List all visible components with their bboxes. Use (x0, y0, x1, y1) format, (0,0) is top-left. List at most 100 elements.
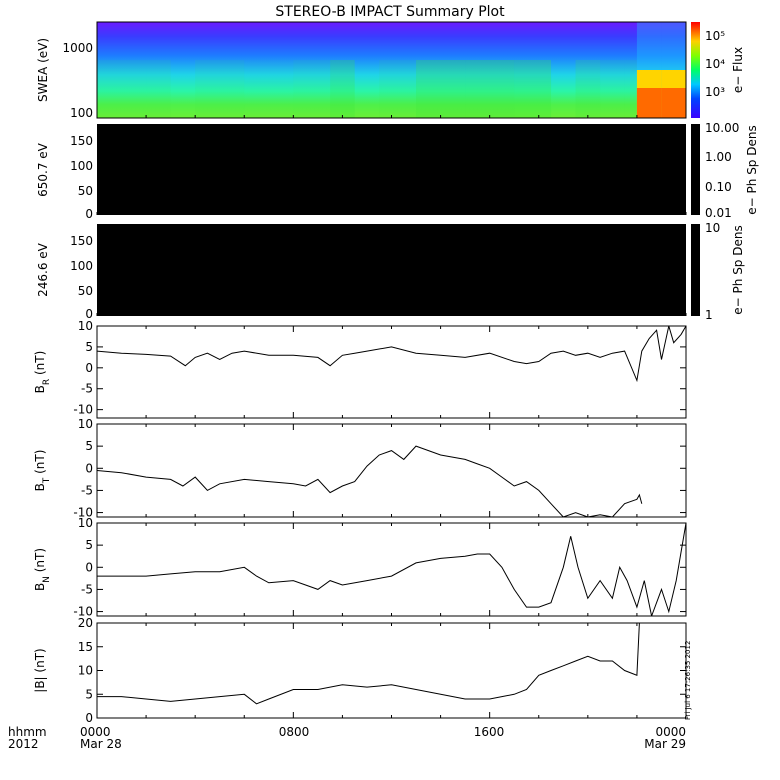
swea-spectrogram-image (97, 22, 686, 118)
line-panel-3-ytick-label-0: 20 (78, 616, 93, 630)
line-panel-3-ytick-label-4: 0 (85, 711, 93, 725)
panel-246eV-y-label: 246.6 eV (36, 242, 50, 297)
line-panel-0-ytick-label-0: 10 (78, 319, 93, 333)
line-panel-1-ytick-label-0: 10 (78, 417, 93, 431)
line-panel-1-series (97, 445, 643, 517)
line-panel-3-frame (96, 622, 687, 719)
line-panel-3-ytick-label-3: 5 (85, 687, 93, 701)
swea-band-7 (355, 60, 380, 118)
line-panel-2-y-label: BN (nT) (33, 548, 52, 591)
swea-band-core-17 (661, 88, 686, 118)
swea-band-14 (600, 60, 625, 118)
panel-650eV-ytick-50: 50 (78, 184, 93, 198)
line-panel-0-ytick-label-1: 5 (85, 340, 93, 354)
panel-swea-spectrogram: SWEA (eV) 1000 100 10⁵ 10⁴ 10³ e− Flux (36, 21, 745, 120)
time-tick-1-hhmm: 0800 (279, 725, 310, 739)
time-tick-3-hhmm: 0000 (655, 725, 686, 739)
flux-colorbar-label: e− Flux (731, 47, 745, 93)
line-panel-3-ytick-label-2: 10 (78, 664, 93, 678)
line-panel-2-series (97, 523, 686, 616)
panel-246eV-ytick-150: 150 (70, 234, 93, 248)
flux-colorbar-tick-1e4: 10⁴ (705, 57, 725, 71)
swea-band-5 (293, 60, 331, 118)
line-panel-1-ytick-label-1: 5 (85, 439, 93, 453)
swea-band-6 (330, 60, 355, 118)
line-panel-0-ytick-label-2: 0 (85, 361, 93, 375)
line-panel-3-y-label: |B| (nT) (33, 648, 47, 692)
line-panel-3-series (97, 623, 640, 705)
swea-band-9 (416, 60, 466, 118)
line-panel-0-ytick-label-4: -10 (73, 403, 93, 417)
swea-band-3 (195, 60, 245, 118)
panel-650eV-ytick-100: 100 (70, 159, 93, 173)
swea-band-core-16 (636, 88, 662, 118)
line-panel-2-ytick-label-0: 10 (78, 516, 93, 530)
line-panel-2-ytick-label-4: -10 (73, 605, 93, 619)
flux-colorbar-tick-1e3: 10³ (705, 85, 725, 99)
line-panel-2-frame (96, 522, 687, 617)
line-panel-0-frame (96, 325, 687, 419)
panel-650eV-ytick-0: 0 (85, 207, 93, 221)
line-panel-1-ytick-label-4: -10 (73, 506, 93, 520)
dens-colorbar-1-tick-1: 1.00 (705, 150, 732, 164)
swea-band-12 (551, 60, 576, 118)
dens-colorbar-1-tick-0.01: 0.01 (705, 206, 732, 220)
panel-650eV-y-label: 650.7 eV (36, 142, 50, 197)
line-panel-1-frame (96, 423, 687, 518)
plot-title: STEREO-B IMPACT Summary Plot (275, 4, 505, 20)
panel-650eV-ytick-150: 150 (70, 134, 93, 148)
line-panel-3-ytick-label-1: 15 (78, 640, 93, 654)
line-panel-3: 20 15 10 5 0 |B| (nT) (33, 616, 687, 725)
time-tick-3-date: Mar 29 (644, 737, 686, 751)
swea-band-15 (624, 60, 637, 118)
line-panel-1-y-label: BT (nT) (33, 450, 52, 492)
panel-650eV: 650.7 eV 150 100 50 0 10.00 1.00 0.10 0.… (36, 121, 759, 221)
line-panel-2: 10 5 0 -5 -10 BN (nT) (33, 516, 687, 619)
dens-colorbar-2-label: e− Ph Sp Dens (731, 225, 745, 314)
dens-colorbar-2-tick-10: 10 (705, 221, 720, 235)
dens-colorbar-1-tick-10: 10.00 (705, 121, 739, 135)
generation-timestamp: Fri Jul 6 17:26:35 2012 (684, 641, 692, 720)
swea-band-1 (146, 60, 171, 118)
line-panel-2-ytick-label-2: 0 (85, 560, 93, 574)
line-panel-0-series (97, 326, 686, 383)
flux-colorbar-tick-1e5: 10⁵ (705, 29, 725, 43)
line-panel-1-ytick-label-3: -5 (81, 483, 93, 497)
line-panel-0-ytick-label-3: -5 (81, 382, 93, 396)
flux-colorbar (691, 22, 700, 118)
swea-ytick-1000: 1000 (62, 41, 93, 55)
swea-ytick-100: 100 (70, 106, 93, 120)
time-tick-0-date: Mar 28 (80, 737, 122, 751)
line-panel-0-y-label: BR (nT) (33, 351, 52, 394)
line-panel-0: 10 5 0 -5 -10 BR (nT) (33, 319, 687, 419)
line-panel-1: 10 5 0 -5 -10 BT (nT) (33, 417, 687, 520)
swea-band-4 (244, 60, 293, 118)
dens-colorbar-1-label: e− Ph Sp Dens (745, 125, 759, 214)
time-tick-2-hhmm: 1600 (474, 725, 505, 739)
line-panel-1-ytick-label-2: 0 (85, 461, 93, 475)
panel-650eV-image (97, 124, 686, 215)
dens-colorbar-1-tick-0.1: 0.10 (705, 180, 732, 194)
swea-band-13 (575, 60, 601, 118)
swea-band-11 (514, 60, 552, 118)
dens-colorbar-2 (691, 224, 700, 316)
swea-y-label: SWEA (eV) (36, 38, 50, 102)
panel-246eV-ytick-100: 100 (70, 259, 93, 273)
dens-colorbar-2-tick-1: 1 (705, 308, 713, 322)
line-panel-2-ytick-label-1: 5 (85, 538, 93, 552)
time-axis-year-label: 2012 (8, 737, 39, 751)
line-panel-2-ytick-label-3: -5 (81, 582, 93, 596)
time-tick-0-hhmm: 0000 (80, 725, 111, 739)
time-axis-hhmm-label: hhmm (8, 725, 47, 739)
swea-band-2 (171, 60, 196, 118)
swea-band-0 (97, 60, 147, 118)
dens-colorbar-1 (691, 124, 700, 215)
panel-246eV: 246.6 eV 150 100 50 0 10 1 e− Ph Sp Dens (36, 221, 745, 322)
time-axis: hhmm 2012 0000 Mar 28 0800 1600 0000 Mar… (8, 725, 686, 751)
panel-246eV-ytick-0: 0 (85, 307, 93, 321)
panel-246eV-image (97, 224, 686, 316)
panel-246eV-ytick-50: 50 (78, 284, 93, 298)
swea-band-10 (465, 60, 515, 118)
